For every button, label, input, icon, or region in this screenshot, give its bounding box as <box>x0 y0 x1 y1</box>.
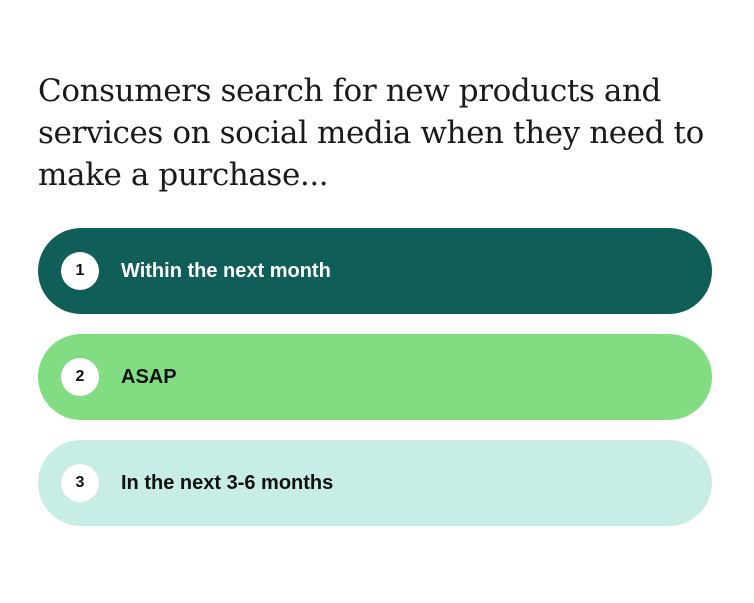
ranked-item-3: 3 In the next 3-6 months <box>38 440 712 526</box>
ranked-item-2: 2 ASAP <box>38 334 712 420</box>
rank-badge: 2 <box>61 358 99 396</box>
item-label: ASAP <box>121 365 177 388</box>
headline: Consumers search for new products and se… <box>38 73 704 193</box>
rank-badge: 1 <box>61 252 99 290</box>
ranked-item-1: 1 Within the next month <box>38 228 712 314</box>
item-label: Within the next month <box>121 259 331 282</box>
rank-badge: 3 <box>61 464 99 502</box>
item-label: In the next 3-6 months <box>121 471 334 494</box>
